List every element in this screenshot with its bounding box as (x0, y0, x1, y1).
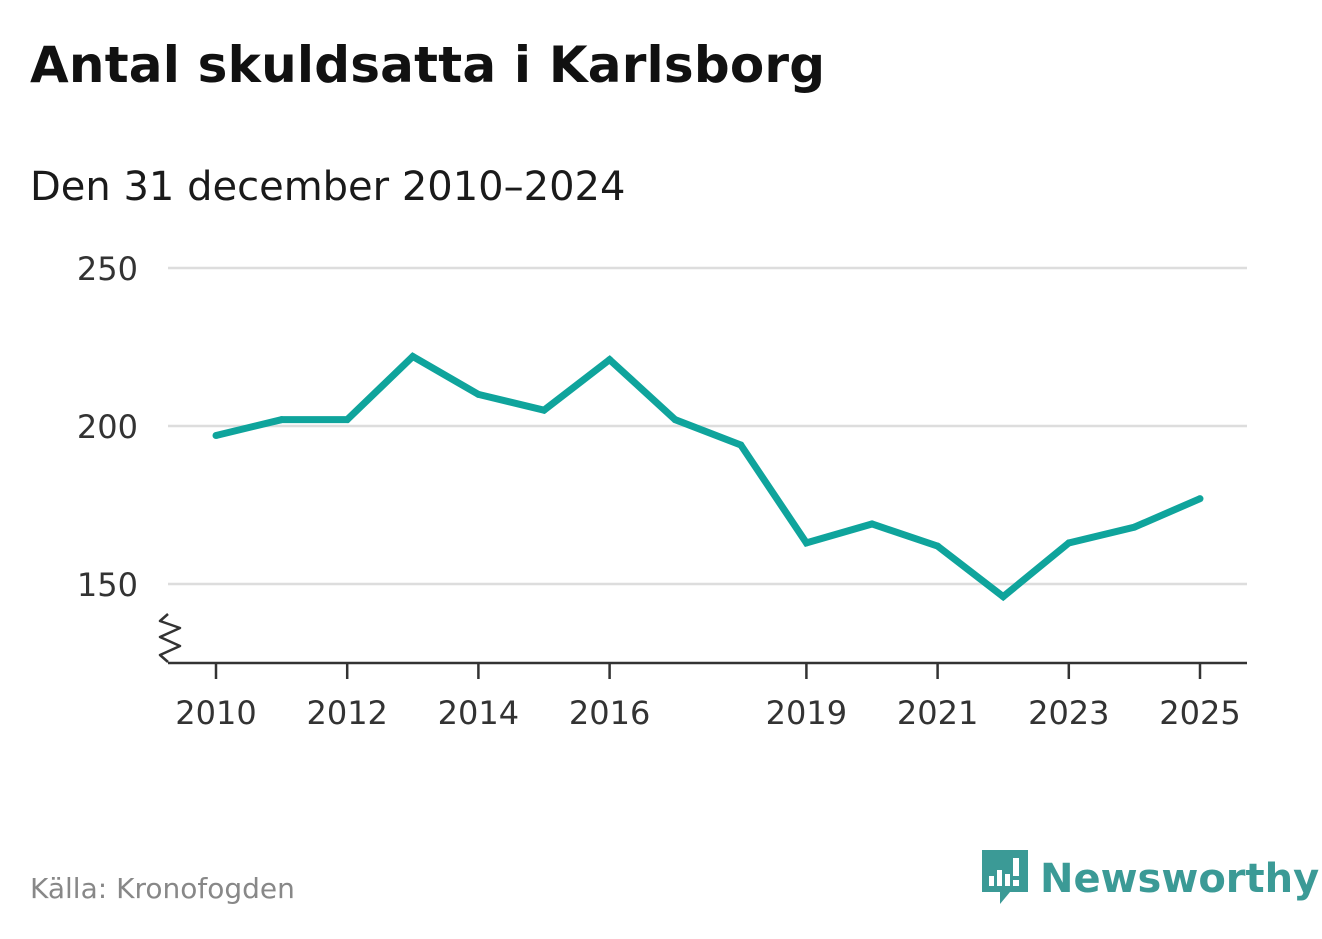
brand-name: Newsworthy (1040, 856, 1320, 902)
newsworthy-logo-icon (982, 850, 1028, 904)
grid-lines (168, 266, 1247, 586)
data-point (1130, 523, 1138, 531)
brand-logo: Newsworthy (980, 848, 1319, 910)
data-point (999, 593, 1007, 601)
x-tick-label: 2014 (438, 694, 519, 732)
x-tick-label: 2021 (897, 694, 978, 732)
x-axis (158, 613, 1247, 665)
data-point (409, 352, 417, 360)
data-point (802, 539, 810, 547)
chart-subtitle: Den 31 december 2010–2024 (30, 164, 626, 210)
series-line (215, 352, 1202, 602)
series-layer (212, 352, 1204, 602)
x-tick-label: 2010 (175, 694, 256, 732)
data-point (1065, 539, 1073, 547)
x-tick-label: 2025 (1159, 694, 1240, 732)
data-point (474, 390, 482, 398)
x-tick-label: 2012 (306, 694, 387, 732)
x-tick-label: 2016 (569, 694, 650, 732)
data-point (671, 416, 679, 424)
chart-title: Antal skuldsatta i Karlsborg (30, 36, 826, 94)
data-point (868, 520, 876, 528)
data-point (934, 542, 942, 550)
y-tick-label: 200 (77, 408, 138, 446)
data-point (212, 431, 220, 439)
axis-break-icon (158, 613, 182, 663)
data-point (606, 356, 614, 364)
y-tick-label: 250 (77, 250, 138, 288)
data-point (343, 416, 351, 424)
y-axis-ticks: 150 200 250 (77, 250, 138, 604)
x-tick-label: 2023 (1028, 694, 1109, 732)
x-tick-label: 2019 (766, 694, 847, 732)
data-point (737, 441, 745, 449)
data-point (540, 406, 548, 414)
data-point (1196, 495, 1204, 503)
data-point (278, 416, 286, 424)
source-note: Källa: Kronofogden (30, 872, 295, 905)
y-tick-label: 150 (77, 566, 138, 604)
x-axis-ticks: 2010 2012 2014 2016 2019 2021 2023 2025 (175, 663, 1241, 732)
